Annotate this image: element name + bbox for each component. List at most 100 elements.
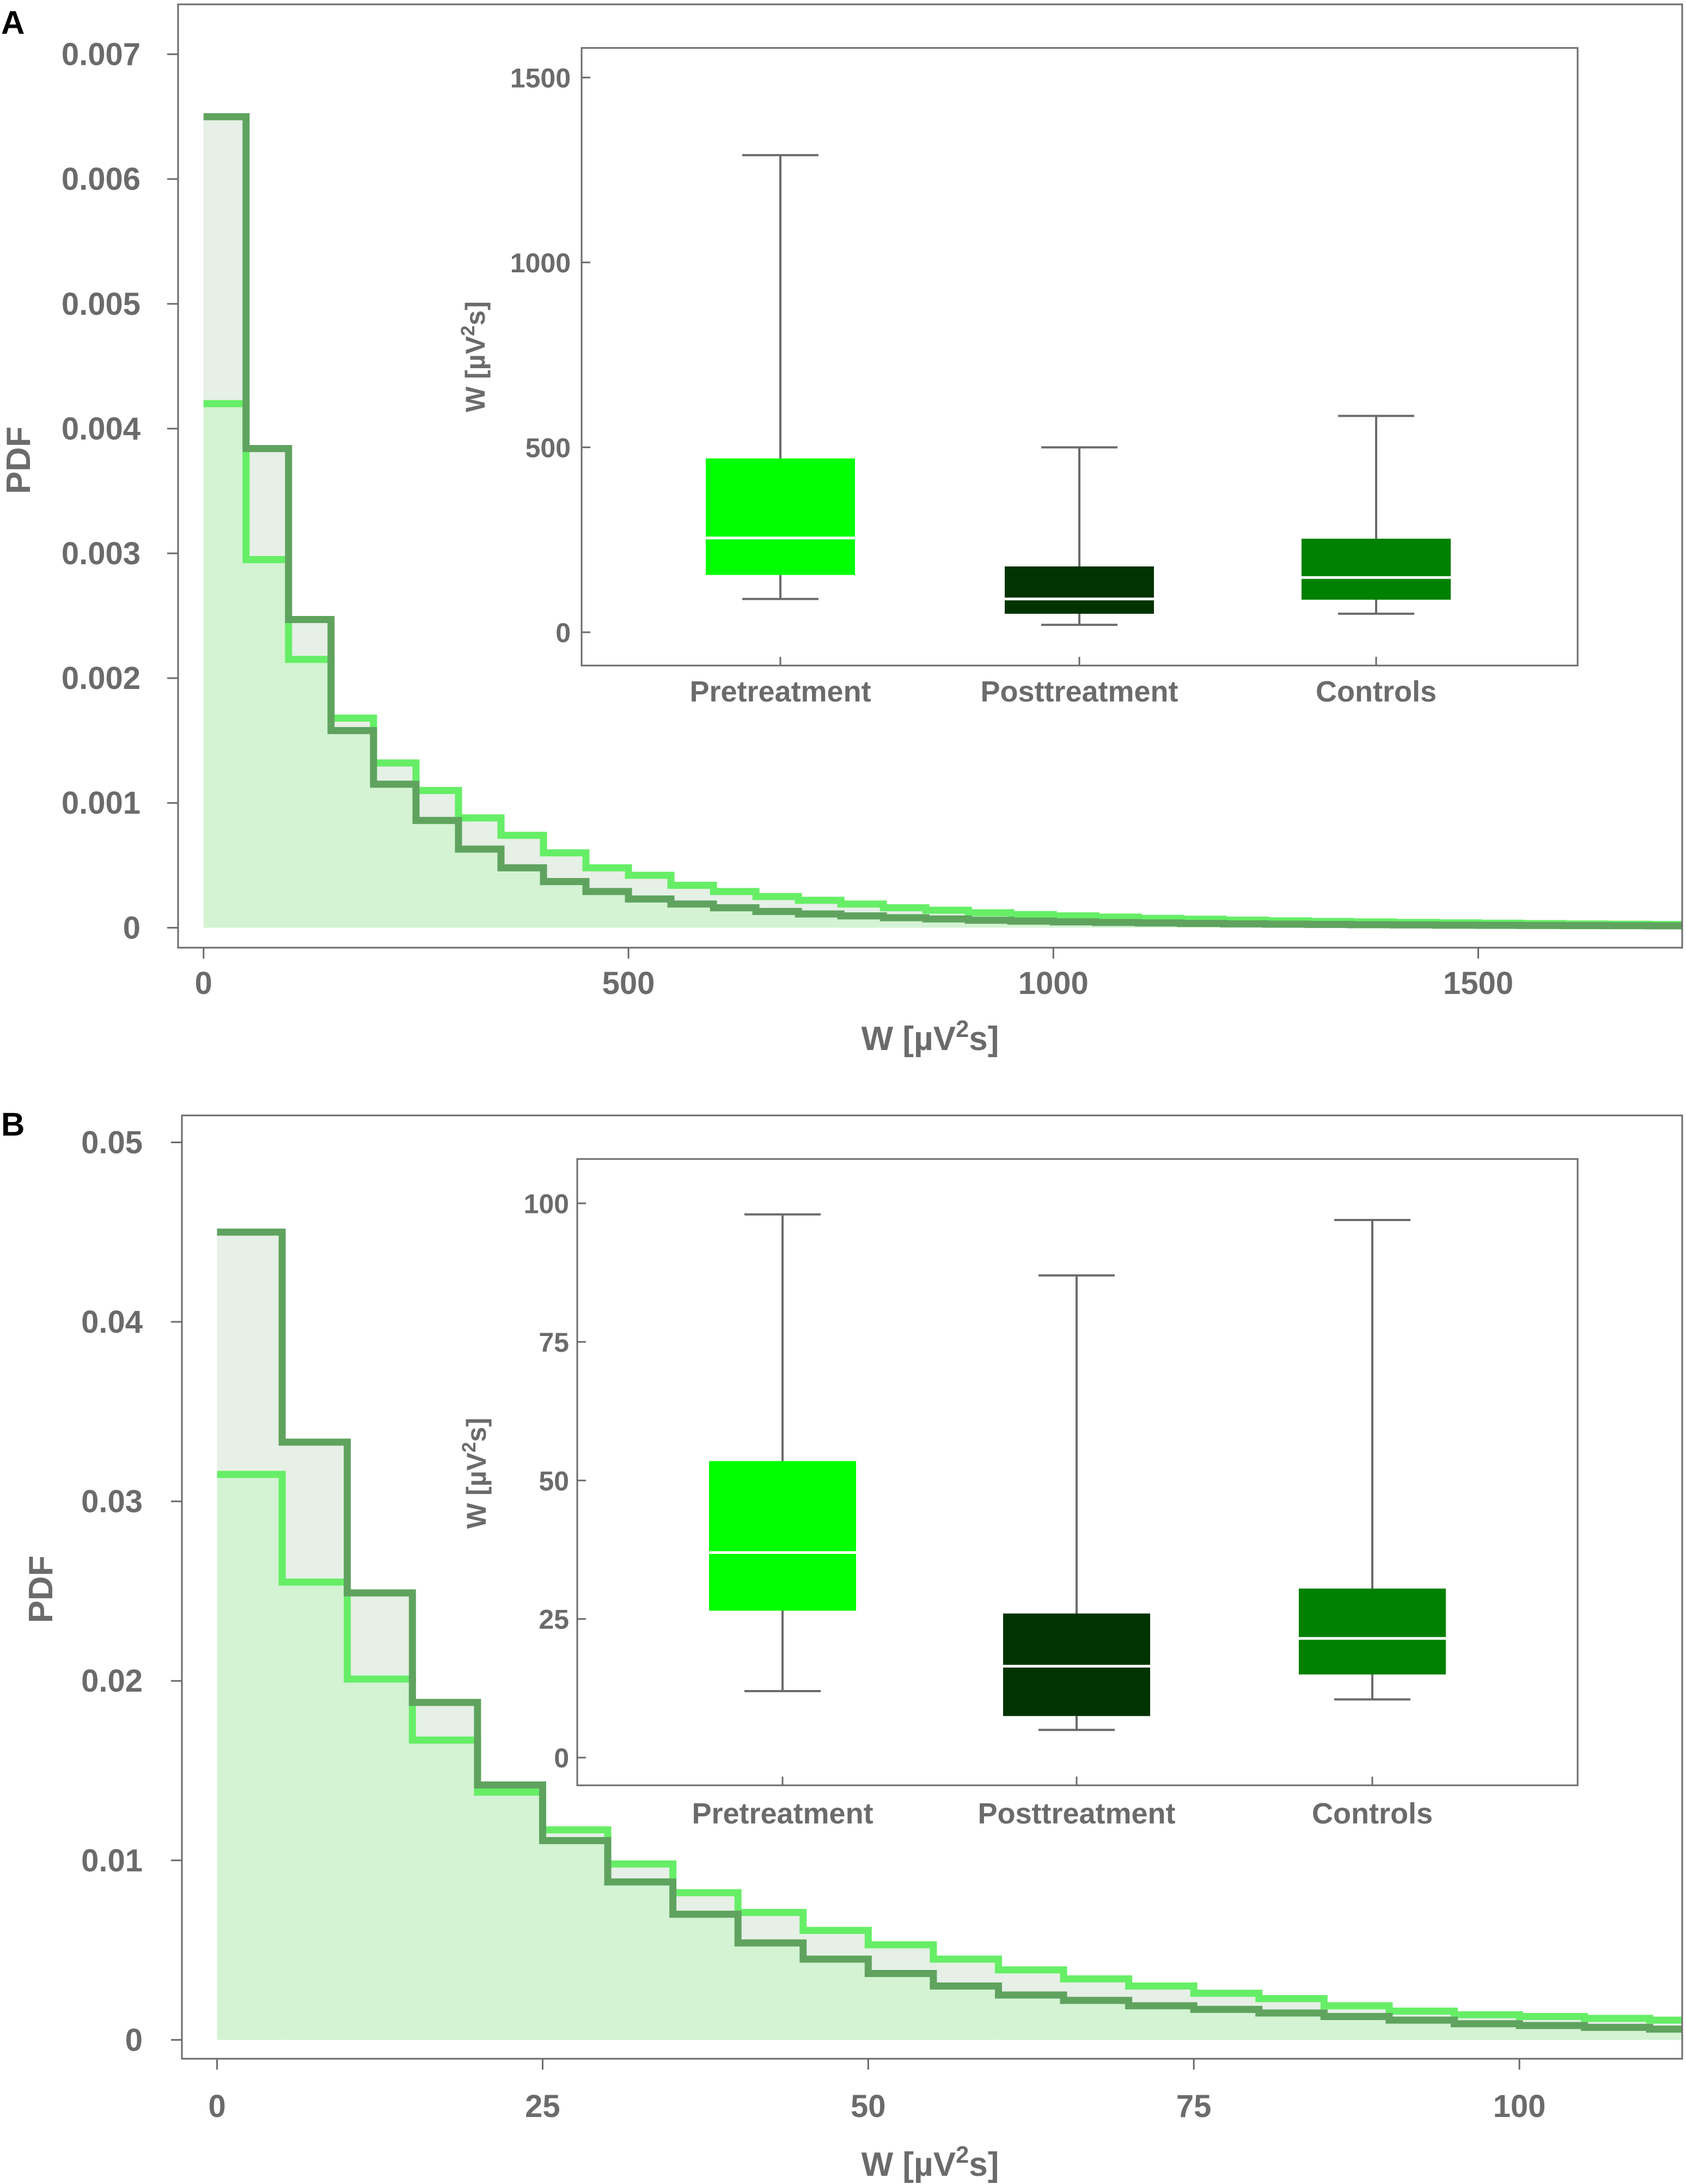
hist-fill-bin xyxy=(1324,2016,1390,2040)
inset-y-axis-label: W [µV2s] xyxy=(457,301,491,412)
hist-diff-bin xyxy=(673,1893,738,1914)
category-label-controls: Controls xyxy=(1316,675,1437,708)
hist-fill-bin xyxy=(586,891,629,928)
panel-a: A 0 0.001 0.002 0.003 0.004 0.005 0.006 0.007 0 50… xyxy=(0,3,1683,1058)
hist-fill-bin xyxy=(803,1959,869,2040)
hist-diff-bin xyxy=(217,1232,283,1475)
y-tick-label: 0.005 xyxy=(62,286,140,322)
category-label-posttreatment: Posttreatment xyxy=(980,675,1178,708)
hist-fill-bin xyxy=(412,1740,478,2040)
y-tick-label: 0.007 xyxy=(62,37,140,72)
series-line-posttreatment xyxy=(217,1228,1682,2033)
y-tick-label: 0.01 xyxy=(81,1843,143,1878)
hist-fill-bin xyxy=(1259,2012,1324,2040)
hist-diff-bin xyxy=(500,835,544,868)
hist-fill-bin xyxy=(671,904,714,928)
hist-fill-bin xyxy=(1194,2009,1260,2040)
y-tick-label: 0.001 xyxy=(62,785,140,821)
x-tick-label: 25 xyxy=(525,2089,560,2124)
hist-fill-bin xyxy=(477,1792,543,2040)
y-tick-label: 0.002 xyxy=(62,661,140,696)
y-tick-label: 0.04 xyxy=(81,1304,143,1340)
y-tick-label: 0.05 xyxy=(81,1125,143,1160)
y-tick-label: 0.004 xyxy=(62,411,140,447)
plot-frame xyxy=(181,1114,1683,2060)
hist-fill-bin xyxy=(458,849,502,928)
inset-y-tick-label: 0 xyxy=(554,1743,569,1773)
y-tick-label: 0.02 xyxy=(81,1663,143,1699)
hist-diff-bin xyxy=(933,1959,999,1986)
hist-diff-bin xyxy=(288,619,332,660)
x-tick-label: 75 xyxy=(1176,2089,1212,2124)
y-axis-label: PDF xyxy=(22,1555,60,1623)
hist-diff-bin xyxy=(543,852,587,882)
inset-y-tick-label: 100 xyxy=(524,1188,569,1219)
hist-diff-bin xyxy=(416,790,459,821)
y-tick-label: 0.03 xyxy=(81,1484,143,1520)
category-label-pretreatment: Pretreatment xyxy=(692,1797,873,1830)
x-tick-label: 1000 xyxy=(1018,966,1089,1001)
hist-fill-bin xyxy=(282,1582,348,2040)
x-tick-label: 500 xyxy=(602,966,655,1001)
inset-y-tick-label: 500 xyxy=(526,432,571,463)
hist-fill-bin xyxy=(608,1882,674,2040)
hist-fill-bin xyxy=(331,730,374,928)
x-axis-label: W [µV2s] xyxy=(862,2142,999,2183)
x-axis-label: W [µV2s] xyxy=(862,1016,999,1058)
x-tick-label: 0 xyxy=(208,2089,225,2124)
box-pretreatment xyxy=(706,458,855,575)
histogram xyxy=(217,1228,1682,2040)
hist-fill-bin xyxy=(416,820,459,928)
hist-diff-bin xyxy=(203,117,247,404)
hist-diff-bin xyxy=(803,1930,869,1960)
hist-fill-bin xyxy=(673,1914,738,2040)
inset-y-tick-label: 25 xyxy=(539,1605,569,1635)
inset-boxplot: 0 25 50 75 100 Pretreatment Posttreatment Contr… xyxy=(459,1158,1579,1830)
hist-fill-bin xyxy=(628,899,671,928)
hist-diff-bin xyxy=(246,448,289,560)
hist-diff-bin xyxy=(738,1912,804,1943)
box-controls xyxy=(1302,539,1451,600)
panel-b: B 0 0.01 0.02 0.03 0.04 0.05 0 25 50 75 100 W [µV2s]… xyxy=(1,1106,1683,2183)
box-controls xyxy=(1299,1588,1446,1675)
hist-fill-bin xyxy=(217,1474,283,2040)
hist-diff-bin xyxy=(347,1593,413,1679)
hist-fill-bin xyxy=(1128,2005,1194,2040)
inset-y-axis-label: W [µV2s] xyxy=(459,1418,492,1529)
inset-boxplot: 0 500 1000 1500 Pretreatment Posttreatment Con… xyxy=(457,47,1579,708)
hist-diff-bin xyxy=(1064,1979,1129,2000)
box-posttreatment xyxy=(1005,566,1154,614)
hist-fill-bin xyxy=(998,1994,1064,2040)
inset-y-tick-label: 1500 xyxy=(510,63,571,93)
hist-fill-bin xyxy=(868,1973,934,2040)
hist-fill-bin xyxy=(373,784,417,928)
category-label-posttreatment: Posttreatment xyxy=(978,1797,1175,1830)
hist-diff-bin xyxy=(628,875,671,899)
hist-fill-bin xyxy=(500,868,544,928)
y-tick-label: 0.006 xyxy=(62,162,140,197)
hist-fill-bin xyxy=(543,881,587,928)
hist-diff-bin xyxy=(998,1969,1064,1995)
hist-diff-bin xyxy=(586,868,629,892)
hist-fill-bin xyxy=(933,1986,999,2040)
hist-diff-bin xyxy=(282,1442,348,1582)
y-tick-label: 0 xyxy=(123,910,140,945)
category-label-controls: Controls xyxy=(1312,1797,1433,1830)
inset-y-tick-label: 1000 xyxy=(510,248,571,278)
hist-diff-bin xyxy=(458,818,502,850)
box-pretreatment xyxy=(709,1461,856,1611)
panel-label: A xyxy=(1,4,25,41)
panel-label: B xyxy=(1,1106,25,1143)
inset-y-tick-label: 50 xyxy=(539,1466,569,1496)
hist-diff-bin xyxy=(868,1944,934,1974)
y-axis-label: PDF xyxy=(0,426,38,494)
hist-fill-bin xyxy=(347,1679,413,2040)
x-tick-label: 1500 xyxy=(1443,966,1513,1001)
histogram xyxy=(203,113,1682,930)
hist-fill-bin xyxy=(1064,2000,1129,2040)
hist-fill-bin xyxy=(288,659,332,928)
inset-y-tick-label: 75 xyxy=(539,1327,569,1358)
box-posttreatment xyxy=(1003,1613,1150,1716)
hist-diff-bin xyxy=(412,1702,478,1740)
